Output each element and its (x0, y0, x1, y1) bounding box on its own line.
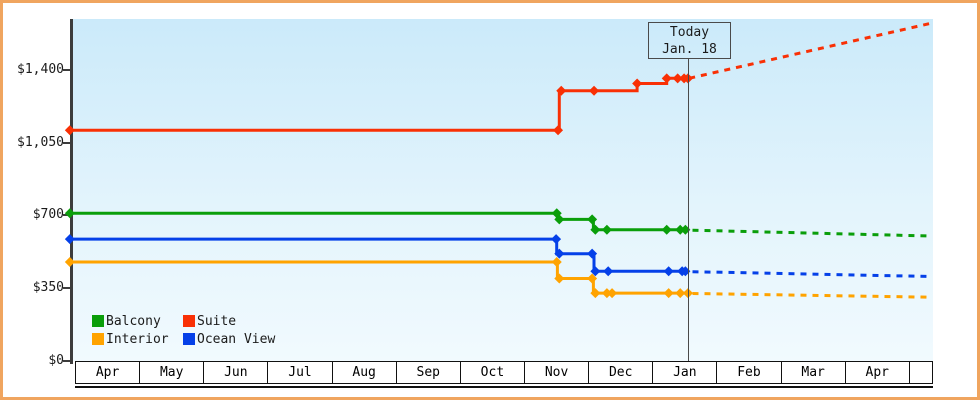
month-cell-oct: Oct (461, 362, 525, 383)
y-axis-label: $0 (48, 352, 64, 368)
y-axis-tick (63, 141, 71, 144)
month-cell-apr: Apr (846, 362, 910, 383)
month-cell-dec: Dec (589, 362, 654, 383)
y-axis-label: $350 (32, 279, 64, 295)
legend-item-suite: Suite (183, 312, 275, 330)
y-axis-tick (63, 286, 71, 289)
today-annotation-box: Today Jan. 18 (648, 22, 731, 59)
legend-swatch-icon (183, 315, 195, 327)
month-cell-filler (910, 362, 932, 383)
legend-swatch-icon (92, 333, 104, 345)
month-cell-jun: Jun (204, 362, 269, 383)
y-axis-line (70, 19, 73, 364)
month-cell-mar: Mar (782, 362, 846, 383)
month-cell-may: May (140, 362, 205, 383)
y-axis-label: $700 (32, 207, 64, 223)
month-cell-feb: Feb (717, 362, 782, 383)
y-axis-tick (63, 214, 71, 217)
month-cell-aug: Aug (333, 362, 397, 383)
legend-label: Balcony (106, 313, 161, 329)
x-axis-month-band: Apr May Jun Jul Aug Sep Oct Nov Dec Jan Feb Mar Apr (75, 361, 933, 384)
x-axis-bottom-line (75, 386, 933, 388)
month-cell-jul: Jul (268, 362, 333, 383)
legend-item-balcony: Balcony (92, 312, 183, 330)
legend-swatch-icon (183, 333, 195, 345)
month-cell-jan: Jan (653, 362, 718, 383)
legend-item-ocean-view: Ocean View (183, 330, 275, 348)
today-date: Jan. 18 (662, 42, 717, 57)
today-vertical-line (688, 59, 689, 361)
legend-label: Suite (197, 313, 237, 329)
month-cell-apr: Apr (76, 362, 141, 383)
legend-label: Interior (106, 331, 169, 347)
today-label: Today (669, 25, 710, 40)
y-axis-tick (63, 69, 71, 72)
legend-swatch-icon (92, 315, 104, 327)
y-axis-tick (63, 359, 71, 362)
plot-area-background (73, 19, 933, 361)
y-axis-label: $1,050 (17, 134, 64, 150)
y-axis-label: $1,400 (17, 62, 64, 78)
month-cell-sep: Sep (397, 362, 461, 383)
legend-item-interior: Interior (92, 330, 183, 348)
month-cell-nov: Nov (525, 362, 590, 383)
chart-legend: Balcony Suite Interior Ocean View (92, 312, 275, 348)
legend-label: Ocean View (197, 331, 276, 347)
